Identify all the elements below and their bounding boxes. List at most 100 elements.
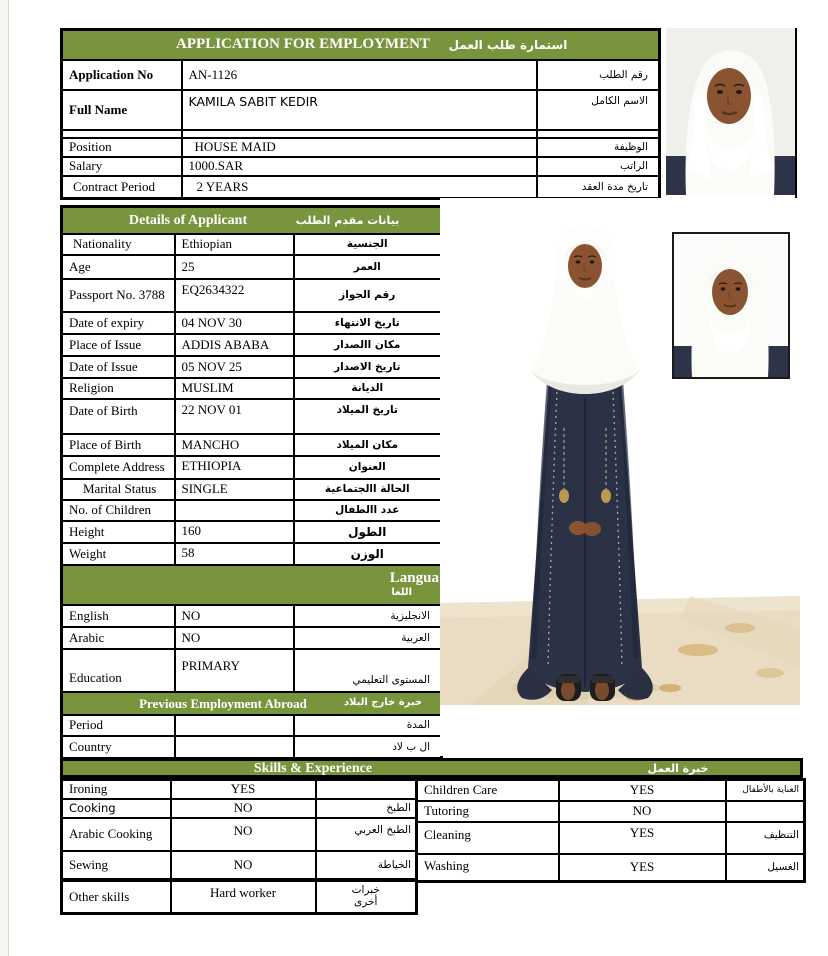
previous-employment-title-arabic: خبرة خارج البلاد	[343, 696, 423, 708]
field-label-ar: مكان االصدار	[292, 332, 443, 357]
skill-value: NO	[169, 797, 317, 819]
skill-label-ar: الغسيل	[724, 852, 806, 883]
skill-value: YES	[557, 778, 727, 802]
field-label: Salary	[60, 155, 183, 177]
details-title: Details of Applicant	[128, 213, 248, 228]
field-value: 05 NOV 25	[173, 354, 295, 379]
skills-table-left: Ironing YES Cooking NO الطبخ Arabic Cook…	[60, 778, 418, 915]
field-label: Marital Status	[60, 477, 176, 501]
field-label-ar: الوزن	[292, 541, 443, 566]
photo-border-line	[795, 28, 797, 215]
field-value: 22 NOV 01	[173, 397, 295, 435]
field-label-ar: الراتب	[535, 155, 661, 177]
field-value: 04 NOV 30	[173, 310, 295, 335]
field-value: 58	[173, 541, 295, 566]
field-label: Application No	[60, 58, 183, 91]
field-label: Contract Period	[60, 174, 183, 200]
field-label: Complete Address	[60, 454, 176, 480]
field-value: 1000.SAR	[180, 155, 538, 177]
field-label-ar: العربية	[292, 625, 443, 650]
field-label: Education	[60, 647, 176, 693]
skill-value: YES	[557, 852, 727, 883]
skill-value: NO	[169, 816, 317, 852]
field-label: Height	[60, 519, 176, 544]
languages-title: Langua	[389, 569, 439, 586]
details-table: Details of Applicant بيانات مقدم الطلب N…	[60, 205, 443, 760]
skill-value: Hard worker	[169, 877, 317, 915]
details-title-band: Details of Applicant بيانات مقدم الطلب	[60, 205, 443, 235]
skill-value: NO	[169, 849, 317, 881]
skill-label-ar: العناية بالأطفال	[724, 778, 806, 802]
skill-value: YES	[557, 820, 727, 855]
field-label: No. of Children	[60, 498, 176, 522]
field-value: ADDIS ABABA	[173, 332, 295, 357]
top-table: APPLICATION FOR EMPLOYMENT استمارة طلب ا…	[60, 28, 661, 200]
previous-employment-band: Previous Employment Abroad خبرة خارج الب…	[60, 690, 443, 716]
field-label: Date of expiry	[60, 310, 176, 335]
field-label: Passport No. 3788	[60, 277, 176, 313]
field-label-ar: المدة	[292, 713, 443, 737]
field-label-ar: مكان الميلاد	[292, 432, 443, 457]
field-value: MANCHO	[173, 432, 295, 457]
details-title-arabic: بيانات مقدم الطلب	[295, 214, 400, 227]
skill-value: YES	[169, 778, 317, 800]
field-value: EQ2634322	[173, 277, 295, 313]
field-value: 25	[173, 253, 295, 280]
field-label: English	[60, 603, 176, 628]
field-label: Place of Issue	[60, 332, 176, 357]
skill-label-ar: الخياطة	[314, 849, 418, 881]
field-value: ETHIOPIA	[173, 454, 295, 480]
skill-label-ar: التنظيف	[724, 820, 806, 855]
field-value: SINGLE	[173, 477, 295, 501]
field-label: Country	[60, 734, 176, 760]
field-label: Position	[60, 136, 183, 158]
skill-label-ar: خبرات أخرى	[314, 877, 418, 915]
skills-title-arabic: خبرة العمل	[647, 762, 709, 775]
skills-title-band: Skills & Experience خبرة العمل	[60, 758, 803, 778]
languages-title-band: Langua اللغا	[60, 563, 443, 606]
field-label-ar: تاريخ الميلاد	[292, 397, 443, 435]
field-label-ar: الجنسية	[292, 232, 443, 256]
field-value: MUSLIM	[173, 376, 295, 400]
field-value: HOUSE MAID	[180, 136, 538, 158]
skill-label-ar	[724, 799, 806, 823]
applicant-passport-photo	[666, 28, 795, 195]
spacer-cell	[535, 128, 661, 139]
skill-label-ar	[314, 778, 418, 800]
field-label: Place of Birth	[60, 432, 176, 457]
spacer-cell	[60, 128, 183, 139]
skills-title: Skills & Experience	[253, 761, 373, 776]
field-label-ar: الحالة االجتماعية	[292, 477, 443, 501]
field-label-ar: الانجليزية	[292, 603, 443, 628]
field-label-ar: الاسم الكامل	[535, 88, 661, 131]
field-label-ar: عدد االطفال	[292, 498, 443, 522]
field-value: Ethiopian	[173, 232, 295, 256]
field-value: 2 YEARS	[180, 174, 538, 200]
field-value: NO	[173, 603, 295, 628]
field-label: Date of Issue	[60, 354, 176, 379]
applicant-full-body-photo	[440, 198, 803, 756]
skill-label: Cooking	[60, 797, 172, 819]
field-label-ar: تاريخ مدة العقد	[535, 174, 661, 200]
field-label-ar: الديانة	[292, 376, 443, 400]
field-label-ar: تاريخ الانتهاء	[292, 310, 443, 335]
field-value	[173, 498, 295, 522]
field-label-ar: رقم الطلب	[535, 58, 661, 91]
field-label: Age	[60, 253, 176, 280]
skill-label: Sewing	[60, 849, 172, 881]
form-title: APPLICATION FOR EMPLOYMENT	[176, 36, 430, 52]
skill-label: Arabic Cooking	[60, 816, 172, 852]
languages-title-arabic: اللغا	[391, 586, 412, 598]
field-label: Weight	[60, 541, 176, 566]
field-value: KAMILA SABIT KEDIR	[180, 88, 538, 131]
skill-label: Cleaning	[415, 820, 560, 855]
field-label-ar: المستوى التعليمي	[292, 647, 443, 693]
field-value: AN-1126	[180, 58, 538, 91]
field-label: Period	[60, 713, 176, 737]
field-label-ar: العمر	[292, 253, 443, 280]
field-value: 160	[173, 519, 295, 544]
field-value	[173, 734, 295, 760]
form-title-band: APPLICATION FOR EMPLOYMENT استمارة طلب ا…	[60, 28, 661, 61]
field-label-ar: تاريخ الاصدار	[292, 354, 443, 379]
